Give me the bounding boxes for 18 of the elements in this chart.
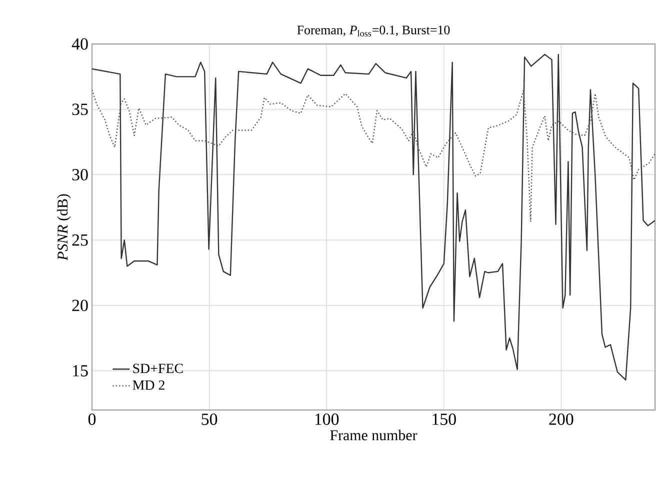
x-tick-label: 150 [432,414,456,425]
x-tick-label: 100 [315,414,339,425]
x-tick-label: 0 [88,414,96,425]
x-tick-label: 200 [549,414,574,425]
chart-title: Foreman, P$_{loss}$=0.1, Burst=10 [297,26,450,36]
line-series [92,54,656,381]
line-series [92,89,656,222]
y-tick-label: 35 [72,104,88,116]
y-tick-label: 40 [72,38,88,50]
y-tick-label: 30 [72,168,88,180]
legend-label: SD+FEC [133,364,183,374]
y-axis-title: PSNR (dB) [57,194,71,260]
y-tick-label: 20 [72,300,88,312]
legend-label: MD 2 [132,380,164,390]
y-tick-label: 25 [72,234,88,246]
x-axis-title: Frame number [330,430,418,440]
y-tick-label: 15 [73,365,88,376]
x-tick-label: 50 [202,414,218,425]
